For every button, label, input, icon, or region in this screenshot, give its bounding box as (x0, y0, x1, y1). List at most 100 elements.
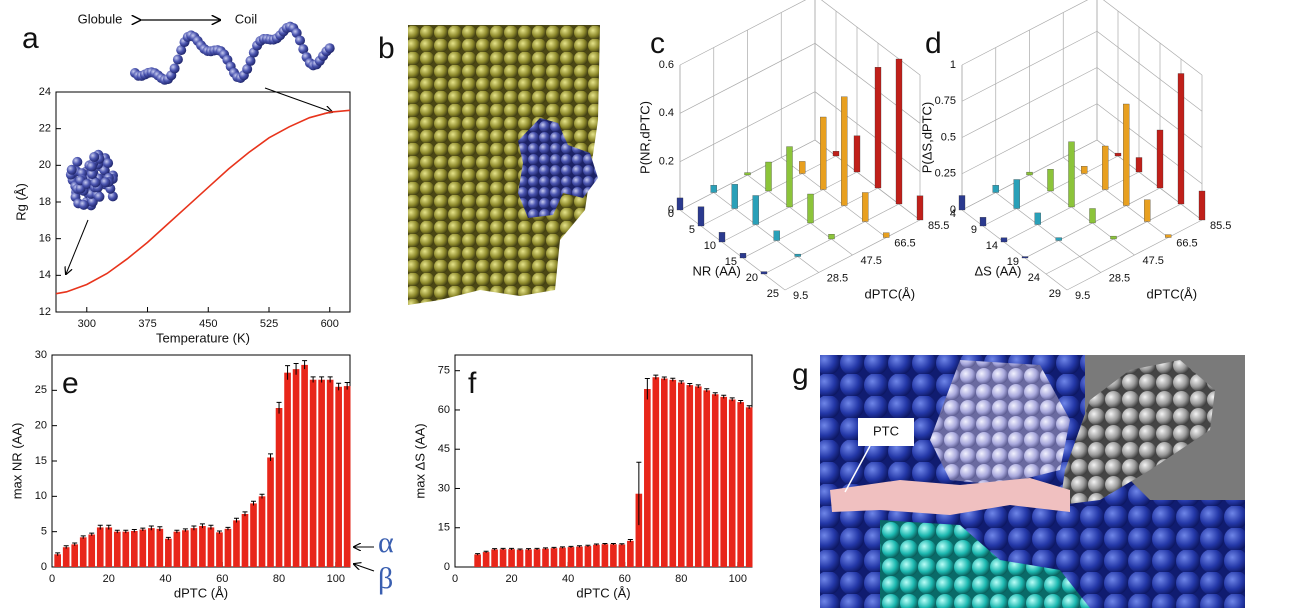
panel-label: c (650, 27, 665, 60)
bar (326, 379, 334, 567)
x-tick-label: 60 (619, 573, 631, 585)
error-bar (576, 545, 582, 548)
bar (694, 386, 702, 567)
bead (295, 35, 305, 46)
x-tick-label: 300 (78, 318, 96, 330)
error-bar (123, 529, 129, 534)
z-tick-label: 0 (668, 204, 674, 216)
grid-line (814, 139, 921, 221)
bar (1177, 73, 1185, 205)
bar (1144, 199, 1151, 222)
bead (94, 191, 105, 202)
error-bar (72, 542, 78, 546)
bar (1068, 141, 1075, 208)
z-tick-label: 1 (950, 59, 956, 71)
bead (86, 161, 97, 172)
y-tick-label: 12 (39, 306, 51, 318)
grid-line (820, 0, 921, 76)
y-tick-label: 15 (35, 455, 47, 467)
bar (258, 496, 266, 567)
bar (1198, 190, 1206, 221)
bead (78, 199, 89, 210)
bar (895, 58, 903, 205)
grid-line (1029, 174, 1135, 256)
z-tick-label: 0.25 (935, 168, 956, 180)
bar (832, 151, 840, 157)
x-axis-label: dPTC (Å) (576, 585, 630, 600)
x-tick-label: 0 (668, 208, 674, 220)
x-tick-label: 9 (971, 224, 977, 236)
grid-line (784, 219, 921, 291)
bar (1055, 237, 1062, 241)
bar (533, 549, 541, 567)
y-tick-label: 16 (39, 233, 51, 245)
bar (292, 369, 300, 567)
error-bar (670, 377, 676, 382)
error-bar (729, 397, 735, 402)
bar (737, 402, 744, 567)
annotation: α (378, 526, 394, 559)
bar (697, 206, 705, 227)
error-bar (259, 493, 265, 499)
bar (773, 230, 780, 241)
bead (87, 169, 98, 180)
bar (62, 547, 70, 567)
bar (156, 528, 164, 567)
error-bar (721, 394, 727, 399)
bar (267, 457, 274, 567)
bar (979, 217, 987, 227)
z-axis-label: P(NR,dPTC) (637, 101, 652, 174)
bar (275, 408, 283, 567)
error-bar (636, 461, 642, 526)
bar (165, 538, 172, 567)
y-tick-label: 20 (39, 159, 51, 171)
plot-frame (55, 91, 351, 313)
error-bar (106, 524, 112, 530)
bar (482, 552, 490, 567)
bar (343, 386, 351, 567)
y-axis-label: max ΔS (AA) (412, 423, 427, 498)
error-bar (559, 546, 565, 549)
bar (862, 192, 869, 222)
x-tick-label: 375 (138, 318, 156, 330)
bar (765, 161, 772, 192)
z-tick-label: 0.6 (659, 59, 674, 71)
bar (309, 379, 317, 567)
bar (224, 528, 232, 567)
y-tick-label: 20 (35, 420, 47, 432)
bar (54, 554, 61, 567)
error-bar (712, 392, 718, 396)
bar (627, 540, 634, 567)
error-bar (704, 388, 710, 392)
panel-label: d (925, 27, 942, 60)
arrow (354, 564, 375, 572)
bar (122, 531, 130, 567)
x-tick-label: 450 (199, 318, 217, 330)
error-bar (475, 553, 481, 556)
y-tick-label: 22 (39, 123, 51, 135)
error-bar (80, 535, 86, 539)
grid-line (1096, 103, 1203, 185)
bead (103, 158, 114, 169)
bar (88, 534, 96, 567)
bar (1102, 145, 1109, 190)
y-tick-label: 25 (35, 384, 47, 396)
error-bar (97, 524, 103, 530)
bar (635, 493, 643, 567)
error-bar (293, 362, 299, 375)
grid-line (1102, 0, 1203, 76)
y-tick-label: 28.5 (827, 272, 848, 284)
z-tick-label: 0.2 (659, 156, 674, 168)
x-tick-label: 24 (1028, 272, 1040, 284)
bar (559, 547, 566, 567)
bar (1110, 235, 1117, 240)
error-bar (678, 380, 684, 385)
grid-line (1096, 67, 1203, 148)
error-bar (661, 376, 667, 381)
x-tick-label: 40 (159, 573, 171, 585)
error-bar (509, 547, 515, 550)
panel-label: g (792, 358, 809, 391)
bar (71, 544, 79, 567)
bar (593, 544, 600, 567)
y-tick-label: 85.5 (1210, 220, 1231, 232)
